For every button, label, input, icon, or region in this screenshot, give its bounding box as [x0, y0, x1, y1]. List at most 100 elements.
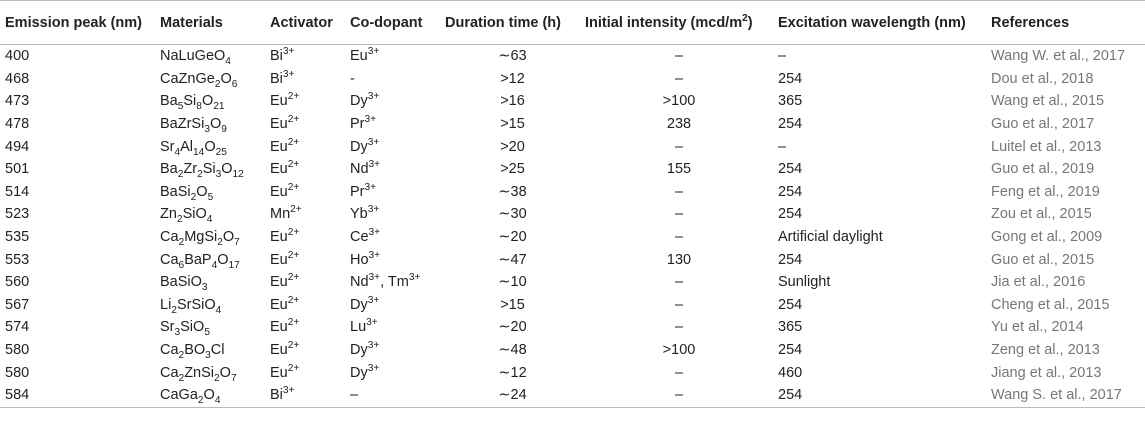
cell-material-part: BaSiO — [160, 274, 202, 291]
cell-activator: Eu2+ — [265, 294, 345, 317]
cell-material-part: 4 — [214, 395, 221, 407]
cell-material-part: 3 — [201, 282, 208, 294]
cell-excitation: 254 — [778, 116, 803, 133]
cell-material-part: 2 — [178, 349, 185, 361]
cell-material-part: 2 — [178, 236, 185, 248]
cell-duration: ∼12 — [498, 364, 527, 381]
cell-material-part: Ca — [160, 229, 179, 246]
cell-activator-part: 2+ — [287, 249, 300, 261]
cell-reference: Yu et al., 2014 — [991, 319, 1084, 336]
cell-duration: ∼48 — [498, 342, 527, 359]
cell-intensity: >100 — [662, 342, 696, 359]
cell-excitation: 254 — [778, 70, 803, 87]
cell-activator-part: Mn — [270, 206, 291, 223]
cell-material: BaSiO3 — [155, 271, 265, 294]
cell-material-part: 17 — [228, 259, 240, 271]
cell-reference: Wang S. et al., 2017 — [986, 383, 1145, 408]
cell-duration: >25 — [500, 161, 525, 178]
cell-codopant-part: Dy — [350, 93, 368, 110]
cell-codopant-part: 3+ — [367, 136, 380, 148]
cell-material-part: 4 — [174, 146, 181, 158]
cell-material-part: O — [204, 138, 216, 155]
cell-activator-part: 2+ — [287, 159, 300, 171]
cell-codopant: Pr3+ — [345, 181, 440, 204]
cell-material-part: 7 — [230, 372, 237, 384]
cell-emission-peak: 535 — [5, 229, 30, 246]
cell-intensity: – — [674, 138, 684, 155]
cell-material-part: 4 — [215, 304, 222, 316]
cell-codopant-part: – — [350, 387, 359, 404]
cell-material-part: ZnSi — [184, 364, 215, 381]
cell-intensity: – — [674, 183, 684, 200]
cell-reference: Luitel et al., 2013 — [991, 138, 1102, 155]
cell-excitation: 254 — [778, 296, 803, 313]
cell-intensity: – — [674, 296, 684, 313]
cell-material-part: 3 — [205, 349, 211, 361]
cell-codopant: Pr3+ — [345, 113, 440, 136]
cell-material-part: 9 — [221, 123, 227, 135]
cell-activator: Bi3+ — [265, 45, 345, 68]
cell-emission-peak: 473 — [5, 93, 30, 110]
cell-codopant: Yb3+ — [345, 203, 440, 226]
cell-activator-part: Eu — [270, 93, 288, 110]
table-row: 478 BaZrSi3O9 Eu2+ Pr3+ >15 238 254 Guo et al.,… — [0, 113, 1145, 136]
cell-activator-part: 2+ — [287, 136, 300, 148]
cell-intensity: – — [674, 206, 684, 223]
header-excitation: Excitation wavelength (nm) — [773, 0, 986, 45]
cell-material-part: SrSiO — [176, 296, 216, 313]
table-row: 553 Ca6BaP4O17 Eu2+ Ho3+ ∼47 130 254 Guo et al.… — [0, 248, 1145, 271]
cell-material-part: 2 — [214, 372, 220, 384]
cell-material-part: 2 — [176, 214, 183, 226]
cell-intensity: – — [580, 383, 773, 408]
table-row: 580 Ca2BO3Cl Eu2+ Dy3+ ∼48 >100 254 Zeng et al.… — [0, 339, 1145, 362]
table-row: 473 Ba5Si8O21 Eu2+ Dy3+ >16 >100 365 Wang et al… — [0, 90, 1145, 113]
cell-material-part: O — [209, 116, 222, 133]
phosphor-table: Emission peak (nm) Materials Activator C… — [0, 0, 1145, 408]
table-row: 560 BaSiO3 Eu2+ Nd3+, Tm3+ ∼10– Sunlight Jia e… — [0, 271, 1145, 294]
cell-codopant-part: 3+ — [367, 46, 380, 58]
cell-material-part: O — [196, 183, 208, 200]
cell-material-part: BaP — [184, 251, 212, 268]
cell-codopant: Dy3+ — [345, 135, 440, 158]
table-row: 501 Ba2Zr2Si3O12 Eu2+ Nd3+ >25 155 254 Guo et a… — [0, 158, 1145, 181]
table-row: 535 Ca2MgSi2O7 Eu2+ Ce3+ ∼20– Artificial dayl… — [0, 226, 1145, 249]
table-row: 514 BaSi2O5 Eu2+ Pr3+ ∼38–254 Feng et al., 20… — [0, 181, 1145, 204]
table-row: 574 Sr3SiO5 Eu2+ Lu3+ ∼20–365 Yu et al., 2014 — [0, 316, 1145, 339]
cell-duration: ∼30 — [498, 206, 527, 223]
cell-activator: Eu2+ — [265, 113, 345, 136]
cell-activator-part: Eu — [270, 319, 288, 336]
cell-codopant-part: 3+ — [367, 91, 380, 103]
cell-codopant-part: , Tm — [380, 274, 409, 291]
cell-intensity: – — [674, 70, 684, 87]
cell-excitation: Sunlight — [778, 274, 831, 291]
cell-excitation: 460 — [778, 364, 803, 381]
header-codopant: Co-dopant — [345, 0, 440, 45]
cell-codopant-part: Ce — [350, 229, 369, 246]
cell-excitation: 254 — [778, 206, 803, 223]
cell-material-part: 21 — [213, 101, 225, 113]
cell-codopant-part: 3+ — [364, 182, 377, 194]
cell-reference: Gong et al., 2009 — [991, 229, 1103, 246]
cell-codopant: – — [345, 383, 440, 408]
cell-material-part: Sr — [160, 319, 175, 336]
cell-codopant: Nd3+, Tm3+ — [345, 271, 440, 294]
cell-material-part: BaSi — [160, 183, 191, 200]
cell-material-part: Sr — [160, 138, 175, 155]
cell-codopant-part: 3+ — [367, 362, 380, 374]
cell-material-part: Zn — [160, 206, 177, 223]
cell-material-part: 2 — [197, 169, 203, 181]
cell-material: Ca6BaP4O17 — [155, 248, 265, 271]
cell-material: BaZrSi3O9 — [155, 113, 265, 136]
cell-material-part: O — [222, 229, 235, 246]
cell-activator: Eu2+ — [265, 90, 345, 113]
cell-material: Li2SrSiO4 — [155, 294, 265, 317]
cell-material-part: O — [219, 364, 231, 381]
cell-reference: Dou et al., 2018 — [991, 70, 1094, 87]
cell-material-part: SiO — [182, 206, 207, 223]
cell-material-part: Cl — [210, 342, 225, 359]
cell-material-part: 5 — [204, 327, 210, 339]
cell-excitation: – — [778, 138, 787, 155]
cell-material-part: 3 — [215, 169, 222, 181]
cell-activator-part: 2+ — [287, 317, 300, 329]
cell-activator-part: Eu — [270, 296, 288, 313]
